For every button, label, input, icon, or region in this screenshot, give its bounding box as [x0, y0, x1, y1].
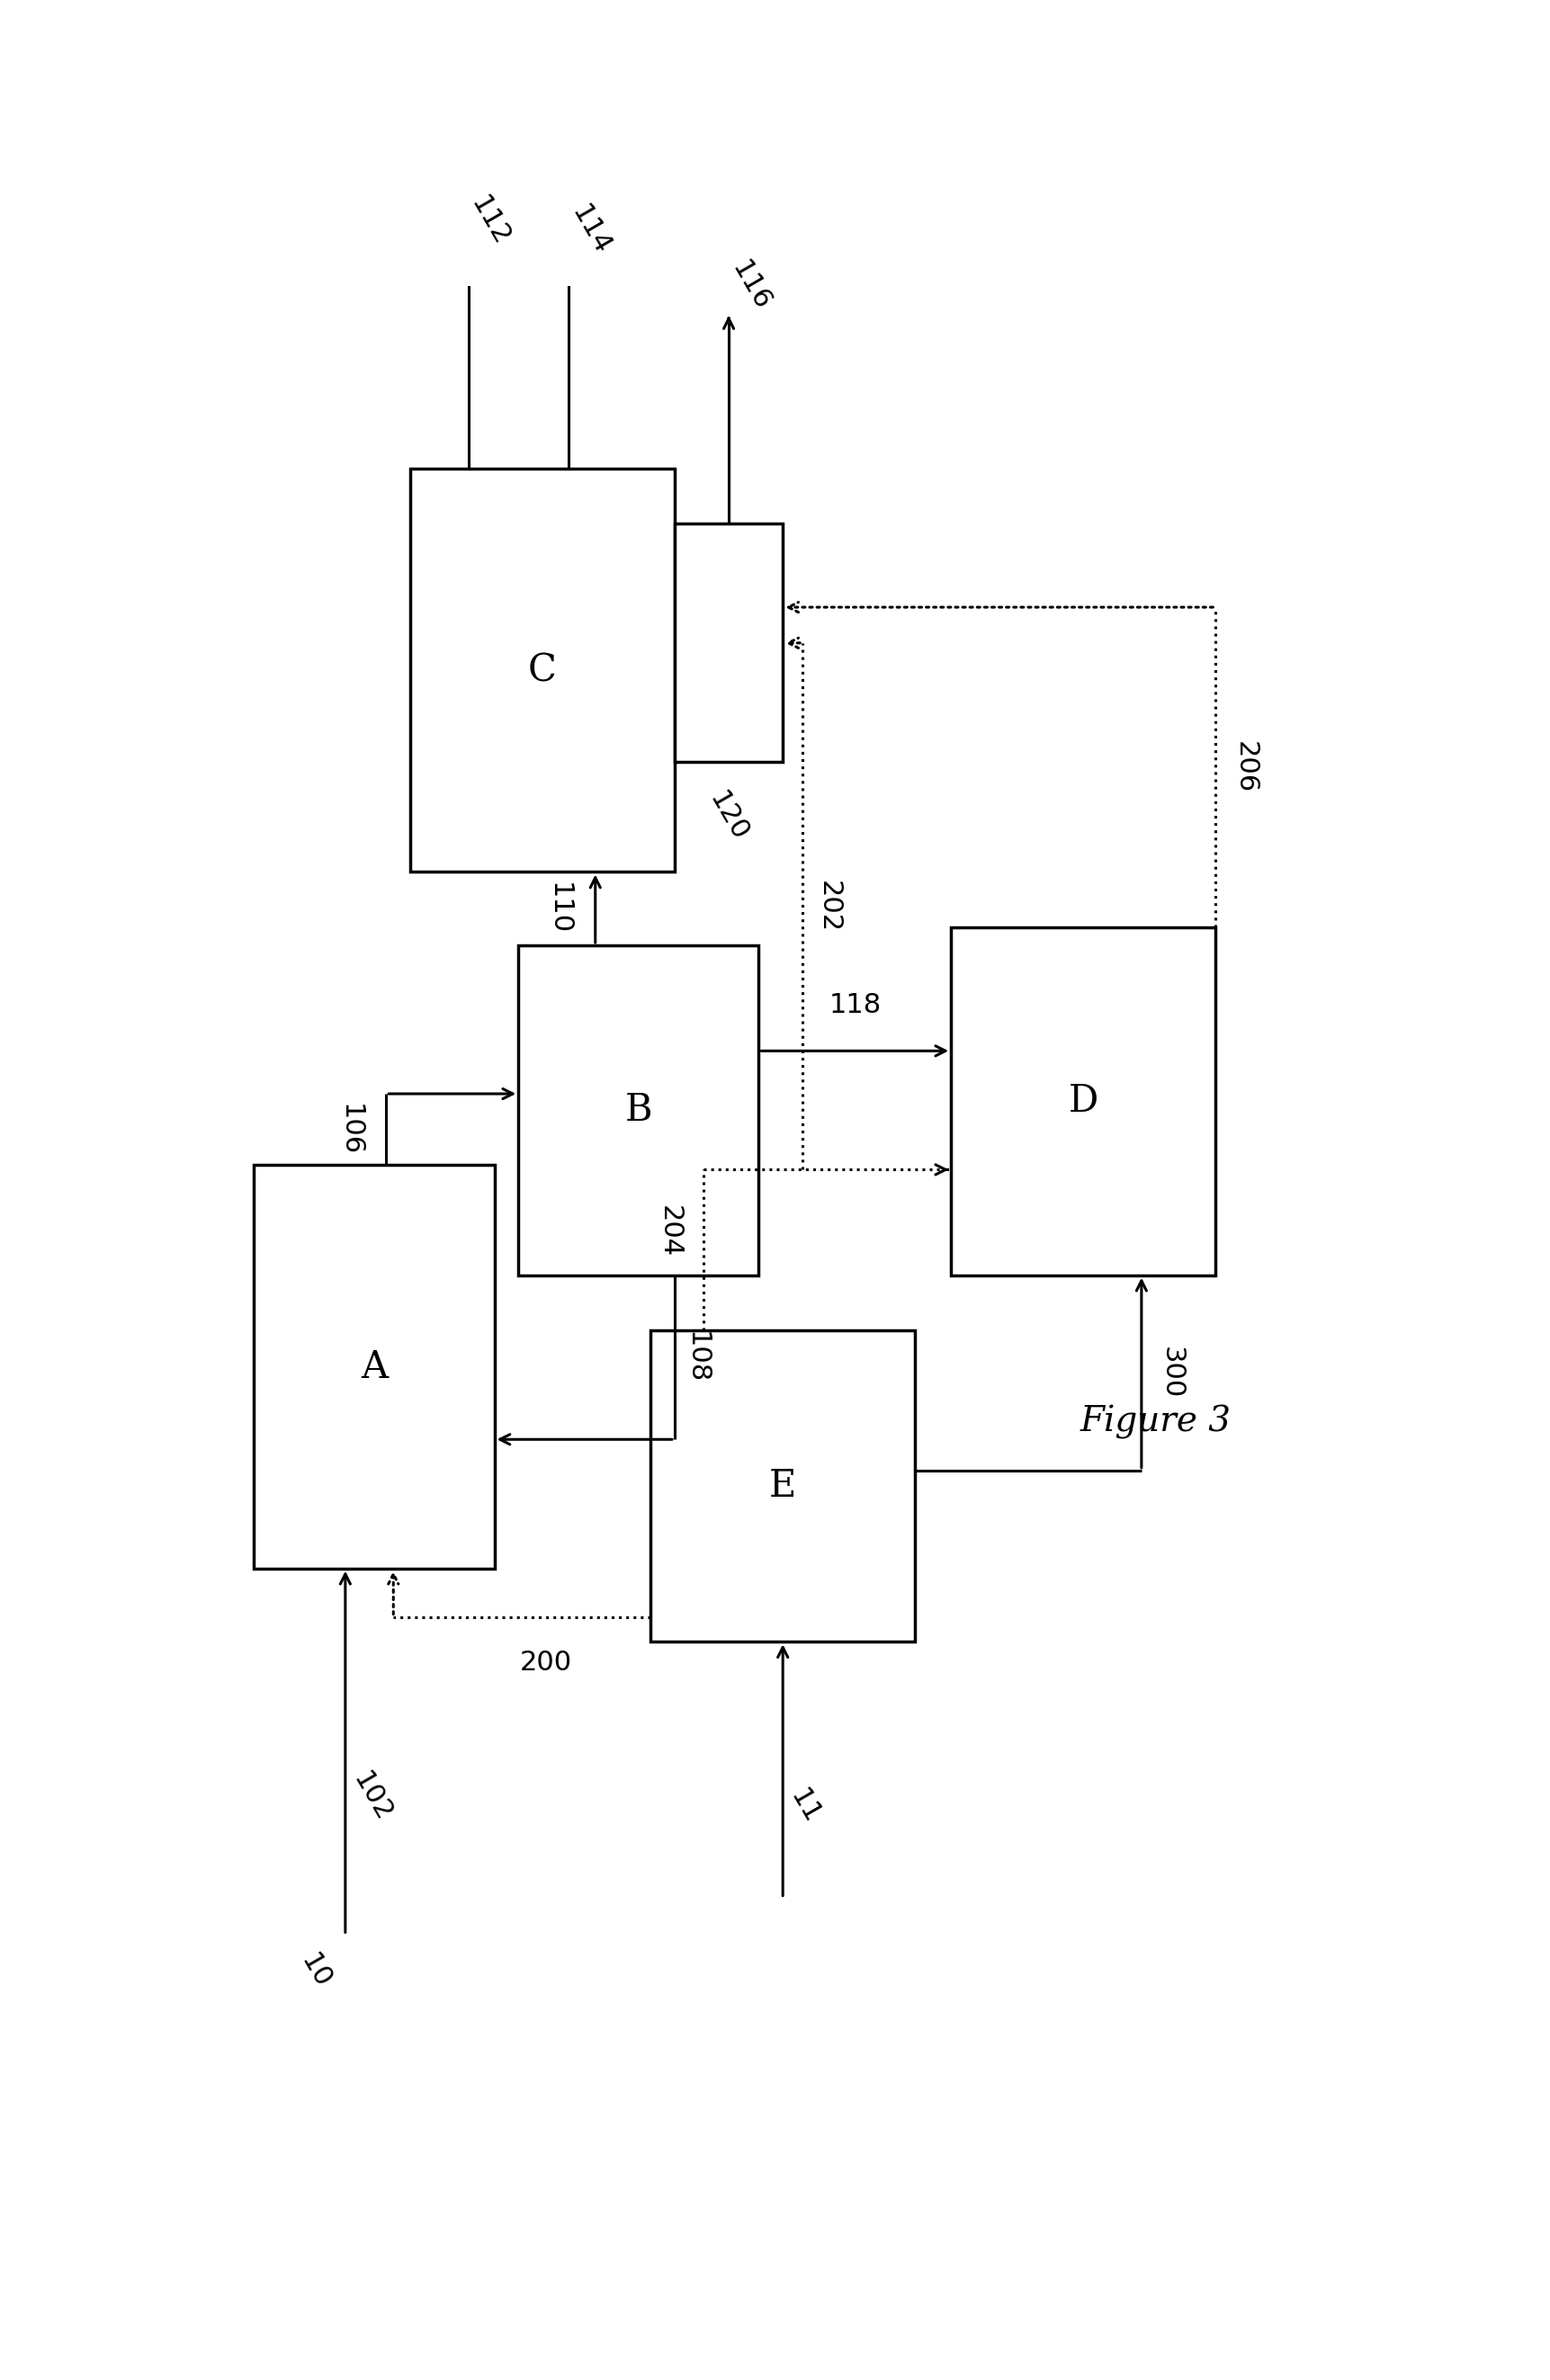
Text: 200: 200: [519, 1649, 572, 1676]
Text: 118: 118: [828, 992, 880, 1019]
Text: 110: 110: [546, 883, 572, 935]
Text: D: D: [1068, 1083, 1097, 1121]
Text: 202: 202: [815, 881, 842, 933]
Text: 10: 10: [294, 1949, 335, 1992]
Text: E: E: [769, 1466, 797, 1504]
Bar: [674, 524, 783, 762]
Bar: [254, 1166, 494, 1568]
Text: 102: 102: [347, 1768, 395, 1828]
Text: 108: 108: [684, 1330, 708, 1383]
Text: 120: 120: [704, 788, 753, 847]
Text: 300: 300: [1158, 1347, 1184, 1399]
Text: 106: 106: [336, 1104, 363, 1157]
Bar: [950, 926, 1215, 1276]
Bar: [651, 1330, 914, 1642]
Text: A: A: [361, 1347, 388, 1385]
Text: 114: 114: [566, 202, 614, 259]
Text: B: B: [625, 1092, 653, 1128]
Text: 116: 116: [725, 257, 775, 314]
Text: C: C: [529, 652, 556, 690]
Text: 204: 204: [656, 1204, 682, 1257]
Text: 11: 11: [784, 1785, 825, 1828]
Text: 112: 112: [465, 193, 515, 250]
Text: 206: 206: [1232, 740, 1259, 793]
Bar: [518, 945, 758, 1276]
Bar: [409, 469, 674, 871]
Text: Figure 3: Figure 3: [1079, 1404, 1231, 1440]
